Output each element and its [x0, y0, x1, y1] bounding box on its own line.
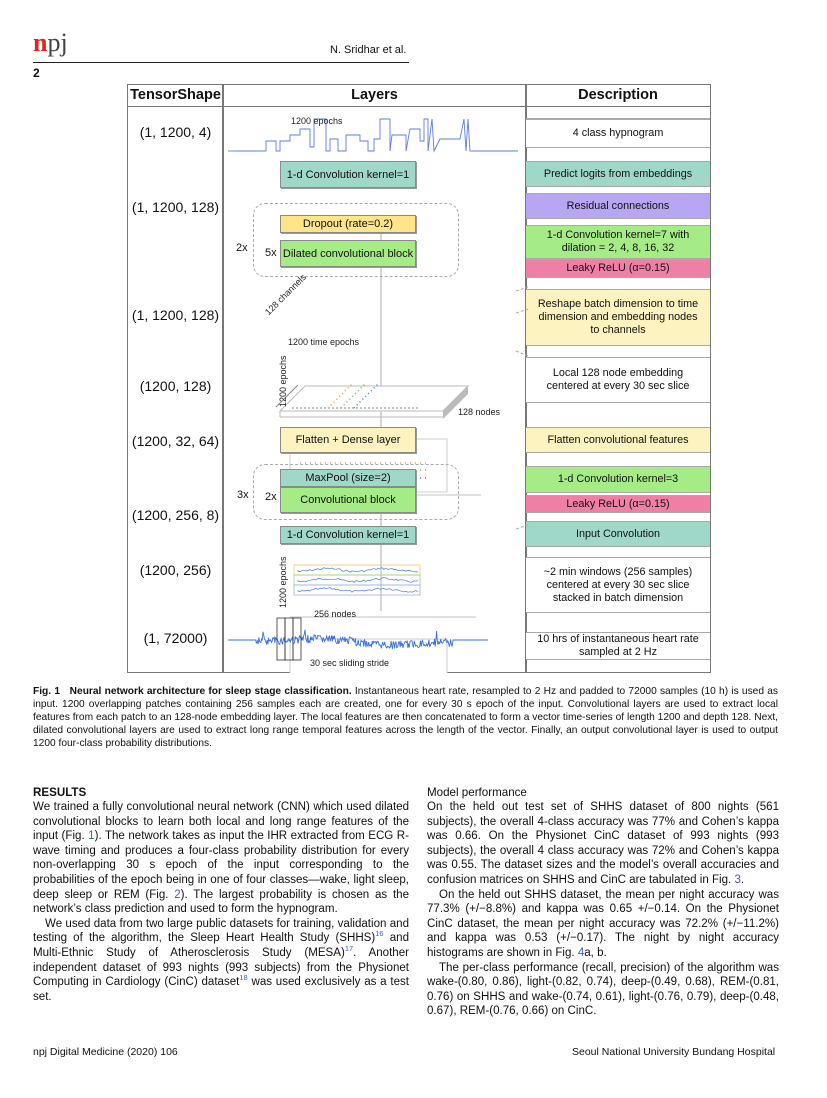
- header-description: Description: [526, 85, 710, 107]
- desc-leaky-relu-2: Leaky ReLU (α=0.15): [526, 495, 710, 513]
- desc-leaky-relu: Leaky ReLU (α=0.15): [526, 259, 710, 278]
- label-1200-epochs: 1200 epochs: [291, 116, 343, 126]
- desc-ihr: 10 hrs of instantaneous heart rate sampl…: [526, 632, 710, 660]
- label-sliding-stride: 30 sec sliding stride: [310, 658, 390, 668]
- tensor-shape: (1, 72000): [143, 630, 208, 646]
- figure-1: TensorShape Layers Description (1, 1200,…: [127, 84, 711, 673]
- fig-link[interactable]: 2: [174, 888, 181, 901]
- tensor-shape: (1200, 256): [139, 562, 212, 578]
- tensor-shape: (1200, 128): [139, 378, 212, 394]
- tensor-shape: (1, 1200, 4): [139, 124, 212, 140]
- repeat-2x: 2x: [236, 242, 248, 254]
- running-header-authors: N. Sridhar et al.: [330, 44, 407, 56]
- footer-institution: Seoul National University Bundang Hospit…: [572, 1046, 776, 1058]
- left-column: RESULTS We trained a fully convolutional…: [33, 785, 409, 1004]
- caption-title: Neural network architecture for sleep st…: [69, 686, 352, 697]
- caption-label: Fig. 1: [33, 686, 60, 697]
- label-256-nodes: 256 nodes: [314, 609, 357, 619]
- header-tensorshape: TensorShape: [128, 85, 223, 107]
- desc-flatten: Flatten convolutional features: [526, 427, 710, 453]
- fig-link[interactable]: 1: [88, 830, 95, 843]
- layer-flatten-dense: Flatten + Dense layer: [280, 427, 416, 453]
- tensor-shape: (1200, 32, 64): [131, 433, 220, 449]
- layer-conv-block: Convolutional block: [280, 487, 416, 513]
- paragraph: We trained a fully convolutional neural …: [33, 801, 409, 916]
- citation-link[interactable]: 18: [239, 973, 248, 983]
- conv-repeat-group: [253, 464, 459, 520]
- desc-input-conv: Input Convolution: [526, 521, 710, 547]
- hypnogram-trace: [236, 118, 518, 153]
- layer-dropout: Dropout (rate=0.2): [280, 215, 416, 233]
- reshape-slab: [275, 382, 470, 419]
- caption-text: Instantaneous heart rate, resampled to 2…: [33, 686, 778, 750]
- repeat-3x: 3x: [237, 489, 249, 501]
- desc-residual: Residual connections: [526, 193, 710, 219]
- journal-logo: npj: [33, 28, 68, 57]
- label-time-epochs: 1200 time epochs: [288, 337, 360, 347]
- desc-conv3: 1-d Convolution kernel=3: [526, 466, 710, 493]
- fig-link[interactable]: 3: [734, 873, 741, 886]
- layer-input-conv: 1-d Convolution kernel=1: [280, 526, 416, 544]
- footer-journal: npj Digital Medicine (2020) 106: [33, 1046, 178, 1058]
- layer-output-conv: 1-d Convolution kernel=1: [280, 161, 416, 188]
- layer-dilated-block: Dilated convolutional block: [280, 240, 416, 267]
- desc-embedding: Local 128 node embedding centered at eve…: [526, 357, 710, 403]
- repeat-5x: 5x: [265, 247, 277, 259]
- desc-hypnogram: 4 class hypnogram: [526, 119, 710, 148]
- label-epochs-vertical: 1200 epochs: [278, 355, 288, 407]
- paragraph: We used data from two large public datas…: [33, 917, 409, 1003]
- tensor-shape: (1, 1200, 128): [131, 307, 220, 323]
- citation-link[interactable]: 17: [344, 944, 354, 954]
- paragraph: On the held out SHHS dataset, the mean p…: [427, 888, 779, 959]
- layer-maxpool: MaxPool (size=2): [280, 469, 416, 487]
- desc-dilated-conv: 1-d Convolution kernel=7 with dilation =…: [526, 225, 710, 259]
- tensor-shape: (1200, 256, 8): [131, 507, 220, 523]
- desc-reshape: Reshape batch dimension to time dimensio…: [526, 289, 710, 346]
- dilated-repeat-group: [253, 203, 459, 277]
- subsection-heading: Model performance: [427, 786, 527, 799]
- citation-link[interactable]: 16: [375, 929, 384, 939]
- label-128-nodes: 128 nodes: [458, 407, 501, 417]
- page-number: 2: [33, 66, 40, 80]
- paragraph: On the held out test set of SHHS dataset…: [427, 801, 779, 886]
- header-layers: Layers: [223, 85, 526, 107]
- repeat-2x-inner: 2x: [265, 491, 277, 503]
- right-column: Model performance On the held out test s…: [427, 785, 779, 1019]
- section-heading: RESULTS: [33, 786, 87, 799]
- paragraph: The per-class performance (recall, preci…: [427, 961, 779, 1018]
- label-epochs-vertical-2: 1200 epochs: [278, 556, 288, 608]
- desc-windows: ~2 min windows (256 samples) centered at…: [526, 557, 710, 613]
- desc-logits: Predict logits from embeddings: [526, 161, 710, 187]
- figure-caption: Fig. 1 Neural network architecture for s…: [33, 685, 778, 750]
- tensor-shape: (1, 1200, 128): [131, 199, 220, 215]
- input-signal-graphics: [228, 564, 488, 661]
- header-rule: [33, 62, 409, 63]
- fig-link[interactable]: 4: [577, 946, 585, 959]
